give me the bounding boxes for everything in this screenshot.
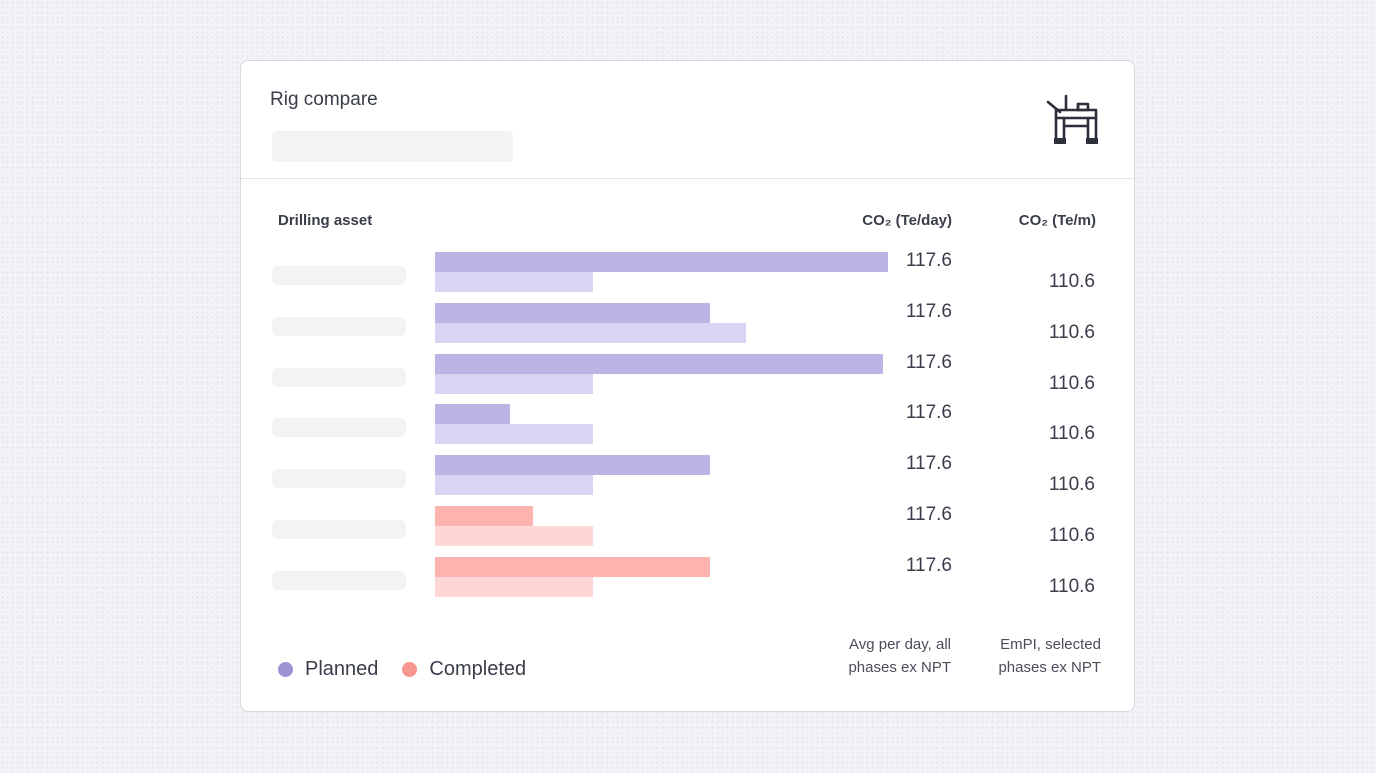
co2-per-day-header: CO₂ (Te/day) <box>862 212 952 229</box>
bar-primary <box>435 506 533 526</box>
drilling-asset-placeholder <box>272 316 406 336</box>
co2-per-meter-header: CO₂ (Te/m) <box>1018 212 1096 229</box>
bar-secondary <box>435 526 593 546</box>
co2-per-day-value: 117.6 <box>905 300 952 322</box>
co2-per-meter-value: 110.6 <box>1048 271 1095 292</box>
bar-secondary <box>435 322 746 343</box>
bar-secondary <box>435 424 593 445</box>
bar-secondary <box>435 373 593 394</box>
co2-per-day-value: 117.6 <box>905 554 952 576</box>
legend-planned-label: Planned <box>305 658 379 680</box>
drilling-asset-placeholder <box>272 469 406 489</box>
co2-per-day-value: 117.6 <box>905 504 952 525</box>
co2-per-day-value: 117.6 <box>905 453 952 475</box>
bar-primary <box>435 556 710 577</box>
bar-primary <box>435 252 888 272</box>
rig-compare-card: Rig compare Drilling asset CO₂ (Te/day) … <box>240 60 1135 712</box>
drilling-asset-header: Drilling asset <box>278 212 373 229</box>
bar-primary <box>435 353 883 374</box>
drilling-asset-placeholder <box>272 266 406 285</box>
co2-per-meter-footnote: EmPI, selected phases ex NPT <box>998 636 1101 676</box>
co2-per-meter-value: 110.6 <box>1048 575 1095 597</box>
drilling-asset-placeholder <box>272 367 406 387</box>
bar-secondary <box>435 475 593 496</box>
co2-per-meter-value: 110.6 <box>1048 372 1095 394</box>
legend-planned: Planned <box>278 658 378 681</box>
co2-per-day-value: 117.6 <box>905 250 952 271</box>
card-title: Rig compare <box>270 89 378 110</box>
bar-secondary <box>435 576 593 597</box>
co2-per-meter-value: 110.6 <box>1048 423 1095 445</box>
co2-per-meter-value: 110.6 <box>1048 474 1095 496</box>
co2-per-meter-value: 110.6 <box>1048 525 1095 546</box>
subtitle-placeholder <box>272 131 513 162</box>
co2-per-day-value: 117.6 <box>905 402 952 424</box>
drilling-asset-placeholder <box>272 570 406 590</box>
completed-dot-icon <box>402 662 418 677</box>
legend-completed: Completed <box>402 658 526 681</box>
bar-primary <box>435 404 510 425</box>
bar-primary <box>435 455 710 476</box>
header-divider <box>241 178 1134 179</box>
legend-completed-label: Completed <box>429 658 527 680</box>
bar-secondary <box>435 272 593 292</box>
bar-primary <box>435 302 710 323</box>
co2-per-day-value: 117.6 <box>905 351 952 373</box>
co2-per-day-footnote: Avg per day, all phases ex NPT <box>848 636 951 676</box>
co2-per-meter-value: 110.6 <box>1048 321 1095 343</box>
planned-dot-icon <box>278 662 293 677</box>
offshore-rig-icon <box>1046 94 1098 144</box>
chart-legend: Planned Completed <box>278 658 550 681</box>
drilling-asset-placeholder <box>272 418 406 438</box>
drilling-asset-placeholder <box>272 520 406 539</box>
